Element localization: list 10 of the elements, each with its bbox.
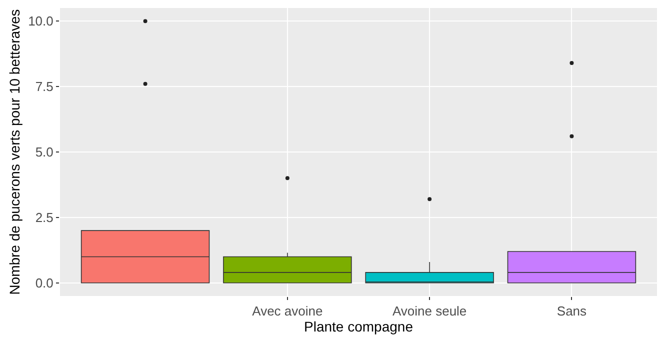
y-tick-label: 10.0 <box>28 14 54 29</box>
x-tick-label: Sans <box>556 304 588 319</box>
y-axis-title: Nombre de pucerons verts pour 10 betteraves <box>6 9 23 295</box>
y-tick-label: 7.5 <box>35 79 54 94</box>
x-tick-label: Avec avoine <box>252 304 323 319</box>
x-axis-title: Plante compagne <box>304 318 414 335</box>
y-tick-label: 5.0 <box>35 144 54 160</box>
y-tick-label: 2.5 <box>35 210 54 225</box>
x-tick-label: Avoine seule <box>392 304 467 319</box>
y-tick-label: 0.0 <box>35 275 54 290</box>
